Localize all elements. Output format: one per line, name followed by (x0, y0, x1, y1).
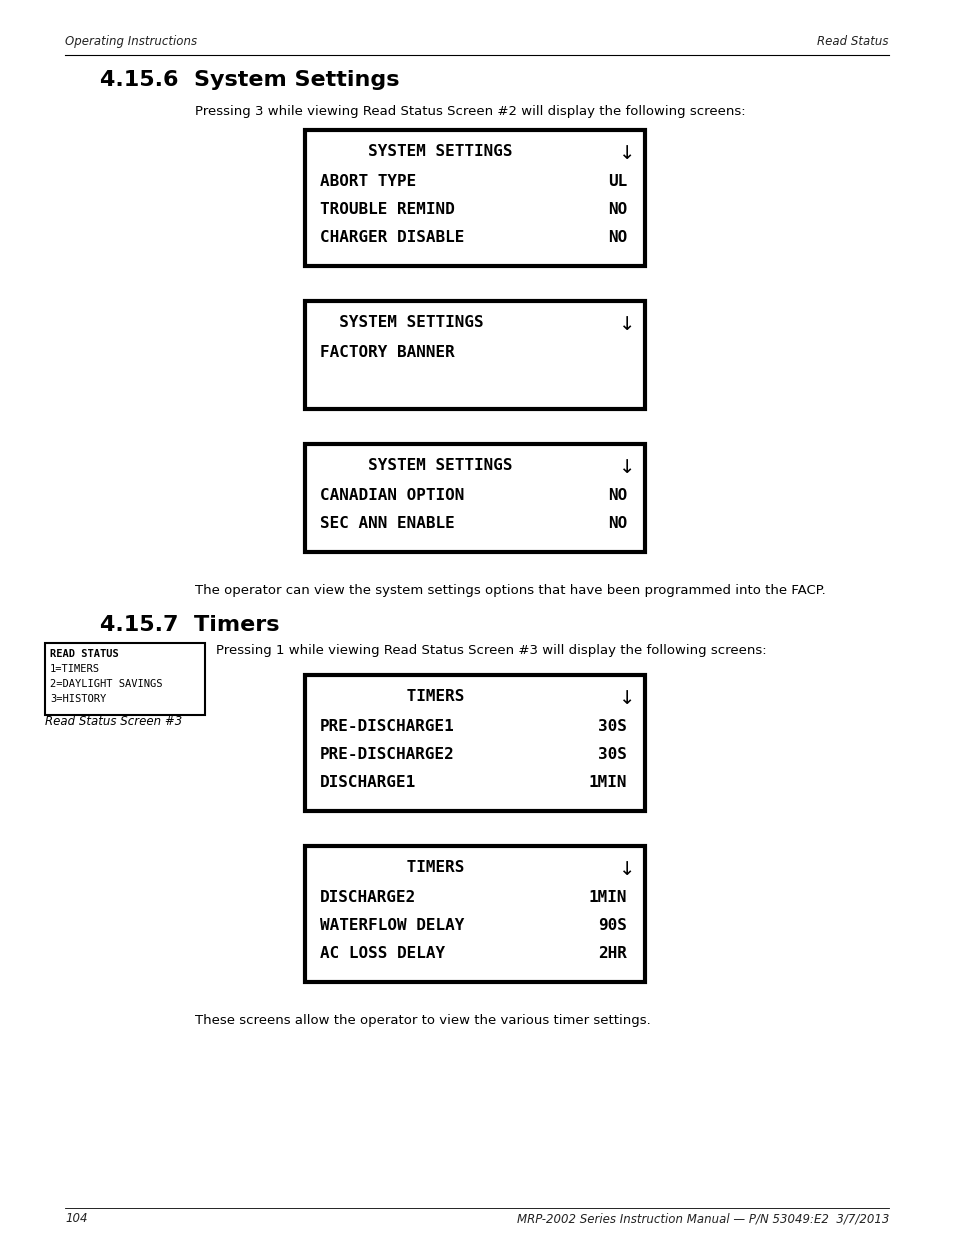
Bar (305, 846, 644, 982)
Text: ↓: ↓ (618, 315, 635, 333)
Text: NO: NO (607, 230, 626, 245)
Text: 1MIN: 1MIN (588, 890, 626, 905)
Text: Operating Instructions: Operating Instructions (65, 35, 197, 48)
Text: CHARGER DISABLE: CHARGER DISABLE (319, 230, 464, 245)
Text: NO: NO (607, 516, 626, 531)
Bar (45, 643, 205, 715)
Text: 4.15.7  Timers: 4.15.7 Timers (100, 615, 279, 635)
Text: NO: NO (607, 488, 626, 503)
Text: UL: UL (607, 174, 626, 189)
Text: These screens allow the operator to view the various timer settings.: These screens allow the operator to view… (194, 1014, 650, 1028)
Text: 2HR: 2HR (598, 946, 626, 961)
Text: ↓: ↓ (618, 689, 635, 708)
Text: 3=HISTORY: 3=HISTORY (50, 694, 106, 704)
Text: Read Status Screen #3: Read Status Screen #3 (45, 715, 182, 727)
Text: MRP-2002 Series Instruction Manual — P/N 53049:E2  3/7/2013: MRP-2002 Series Instruction Manual — P/N… (517, 1212, 888, 1225)
Text: 30S: 30S (598, 747, 626, 762)
Text: 4.15.6  System Settings: 4.15.6 System Settings (100, 70, 399, 90)
Text: 2=DAYLIGHT SAVINGS: 2=DAYLIGHT SAVINGS (50, 679, 162, 689)
Text: PRE-DISCHARGE2: PRE-DISCHARGE2 (319, 747, 455, 762)
Text: The operator can view the system settings options that have been programmed into: The operator can view the system setting… (194, 584, 825, 597)
Text: 104: 104 (65, 1212, 88, 1225)
Text: ↓: ↓ (618, 144, 635, 163)
Text: SEC ANN ENABLE: SEC ANN ENABLE (319, 516, 455, 531)
Text: 30S: 30S (598, 719, 626, 734)
Text: TROUBLE REMIND: TROUBLE REMIND (319, 203, 455, 217)
Text: ↓: ↓ (618, 860, 635, 879)
Text: DISCHARGE1: DISCHARGE1 (319, 776, 416, 790)
Text: TIMERS: TIMERS (319, 860, 464, 876)
Text: Pressing 3 while viewing Read Status Screen #2 will display the following screen: Pressing 3 while viewing Read Status Scr… (194, 105, 745, 119)
Text: SYSTEM SETTINGS: SYSTEM SETTINGS (319, 315, 483, 330)
Text: ABORT TYPE: ABORT TYPE (319, 174, 416, 189)
Text: PRE-DISCHARGE1: PRE-DISCHARGE1 (319, 719, 455, 734)
Text: WATERFLOW DELAY: WATERFLOW DELAY (319, 918, 464, 932)
Text: ↓: ↓ (618, 458, 635, 477)
Text: TIMERS: TIMERS (319, 689, 464, 704)
Text: 90S: 90S (598, 918, 626, 932)
Text: CANADIAN OPTION: CANADIAN OPTION (319, 488, 464, 503)
Text: SYSTEM SETTINGS: SYSTEM SETTINGS (319, 458, 512, 473)
Text: SYSTEM SETTINGS: SYSTEM SETTINGS (319, 144, 512, 159)
Text: NO: NO (607, 203, 626, 217)
Bar (305, 301, 644, 409)
Text: Pressing 1 while viewing Read Status Screen #3 will display the following screen: Pressing 1 while viewing Read Status Scr… (215, 643, 766, 657)
Text: AC LOSS DELAY: AC LOSS DELAY (319, 946, 445, 961)
Bar (305, 676, 644, 811)
Bar (305, 445, 644, 552)
Text: READ STATUS: READ STATUS (50, 650, 118, 659)
Bar (305, 130, 644, 266)
Text: 1=TIMERS: 1=TIMERS (50, 664, 100, 674)
Text: FACTORY BANNER: FACTORY BANNER (319, 345, 455, 359)
Text: 1MIN: 1MIN (588, 776, 626, 790)
Text: Read Status: Read Status (817, 35, 888, 48)
Text: DISCHARGE2: DISCHARGE2 (319, 890, 416, 905)
